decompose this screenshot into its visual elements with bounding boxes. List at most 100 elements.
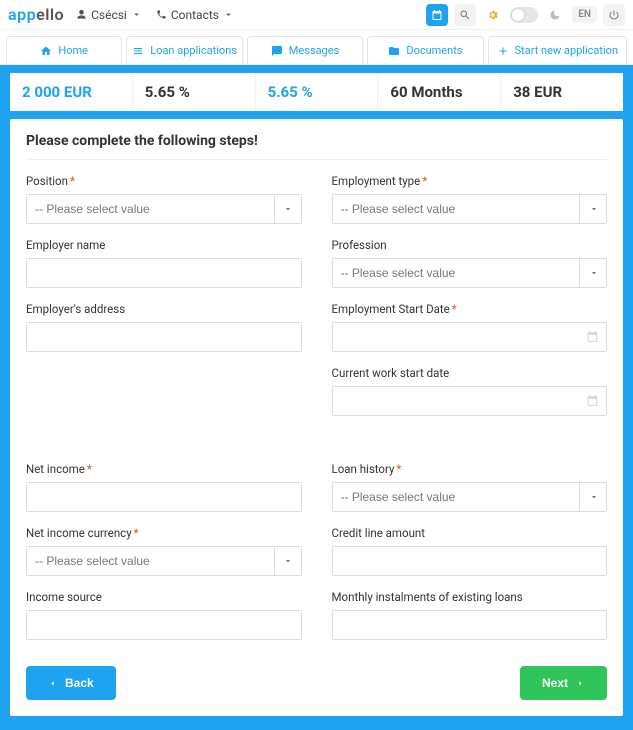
back-button[interactable]: Back	[26, 666, 116, 700]
tab-home[interactable]: Home	[6, 36, 122, 64]
select-position[interactable]: -- Please select value	[26, 194, 302, 224]
label-loanhist: Loan history*	[332, 462, 608, 476]
tab-documents[interactable]: Documents	[367, 36, 483, 64]
moon-icon	[549, 9, 561, 21]
field-curstart: Current work start date	[332, 366, 608, 416]
label-curstart: Current work start date	[332, 366, 608, 380]
search-button[interactable]	[454, 4, 476, 26]
label-instal: Monthly instalments of existing loans	[332, 590, 608, 604]
field-empstart: Employment Start Date*	[332, 302, 608, 352]
input-empstart[interactable]	[332, 322, 608, 352]
tab-messages-label: Messages	[289, 44, 339, 57]
field-instal: Monthly instalments of existing loans	[332, 590, 608, 640]
field-netincome: Net income*	[26, 462, 302, 512]
form-title: Please complete the following steps!	[26, 133, 607, 160]
plus-icon	[497, 45, 509, 57]
label-credit: Credit line amount	[332, 526, 608, 540]
stat-rate2: 5.65 %	[256, 73, 379, 111]
next-button[interactable]: Next	[520, 666, 607, 700]
select-profession[interactable]: -- Please select value	[332, 258, 608, 288]
phone-icon	[156, 9, 167, 20]
power-icon	[608, 9, 620, 21]
chevron-down-icon	[131, 9, 142, 20]
calendar-icon	[431, 9, 443, 21]
input-instal[interactable]	[332, 610, 608, 640]
stat-term: 60 Months	[378, 73, 501, 111]
select-emptype[interactable]: -- Please select value	[332, 194, 608, 224]
input-empaddr[interactable]	[26, 322, 302, 352]
label-emptype: Employment type*	[332, 174, 608, 188]
stat-rate1-value: 5.65 %	[145, 83, 243, 101]
user-menu[interactable]: Csécsi	[76, 8, 142, 22]
calendar-button[interactable]	[426, 4, 448, 26]
input-credit[interactable]	[332, 546, 608, 576]
form-footer: Back Next	[26, 666, 607, 700]
field-netcur: Net income currency* -- Please select va…	[26, 526, 302, 576]
list-icon	[132, 45, 144, 57]
field-employer: Employer name	[26, 238, 302, 288]
input-incsrc[interactable]	[26, 610, 302, 640]
chevron-right-icon	[576, 679, 585, 688]
tab-documents-label: Documents	[406, 44, 462, 57]
label-netcur: Net income currency*	[26, 526, 302, 540]
topbar: appello Csécsi Contacts EN	[0, 0, 633, 30]
content-area: 2 000 EUR 5.65 % 5.65 % 60 Months 38 EUR…	[0, 65, 633, 730]
label-position: Position*	[26, 174, 302, 188]
field-credit: Credit line amount	[332, 526, 608, 576]
tab-start-label: Start new application	[515, 44, 618, 57]
label-employer: Employer name	[26, 238, 302, 252]
power-button[interactable]	[603, 4, 625, 26]
stat-fee: 38 EUR	[501, 73, 623, 111]
stat-fee-value: 38 EUR	[513, 83, 611, 101]
input-netincome[interactable]	[26, 482, 302, 512]
search-icon	[459, 9, 471, 21]
field-emptype: Employment type* -- Please select value	[332, 174, 608, 224]
select-netcur[interactable]: -- Please select value	[26, 546, 302, 576]
chevron-down-icon	[223, 9, 234, 20]
stats-row: 2 000 EUR 5.65 % 5.65 % 60 Months 38 EUR	[10, 73, 623, 111]
theme-toggle[interactable]	[510, 7, 538, 23]
stat-term-value: 60 Months	[390, 83, 488, 101]
language-switch[interactable]: EN	[572, 6, 597, 23]
gear-icon	[487, 9, 499, 21]
user-name: Csécsi	[91, 8, 127, 22]
label-empaddr: Employer's address	[26, 302, 302, 316]
message-icon	[271, 45, 283, 57]
label-incsrc: Income source	[26, 590, 302, 604]
stat-rate2-value: 5.65 %	[268, 83, 366, 101]
nav-tabs: Home Loan applications Messages Document…	[0, 30, 633, 65]
settings-button[interactable]	[482, 4, 504, 26]
form-panel: Please complete the following steps! Pos…	[10, 119, 623, 716]
stat-amount-value: 2 000 EUR	[22, 83, 120, 101]
select-loanhist[interactable]: -- Please select value	[332, 482, 608, 512]
stat-amount: 2 000 EUR	[10, 73, 133, 111]
dark-mode-button[interactable]	[544, 4, 566, 26]
home-icon	[40, 45, 52, 57]
field-position: Position* -- Please select value	[26, 174, 302, 224]
label-empstart: Employment Start Date*	[332, 302, 608, 316]
label-profession: Profession	[332, 238, 608, 252]
input-curstart[interactable]	[332, 386, 608, 416]
tab-home-label: Home	[58, 44, 88, 57]
chevron-left-icon	[48, 679, 57, 688]
user-icon	[76, 9, 87, 20]
tab-loans[interactable]: Loan applications	[126, 36, 242, 64]
field-profession: Profession -- Please select value	[332, 238, 608, 288]
next-label: Next	[542, 676, 568, 690]
folder-icon	[388, 45, 400, 57]
calendar-icon	[586, 330, 599, 343]
contacts-menu[interactable]: Contacts	[156, 8, 234, 22]
contacts-label: Contacts	[171, 8, 219, 22]
input-employer[interactable]	[26, 258, 302, 288]
back-label: Back	[65, 676, 94, 690]
logo: appello	[8, 5, 64, 24]
calendar-icon	[586, 394, 599, 407]
field-incsrc: Income source	[26, 590, 302, 640]
tab-messages[interactable]: Messages	[247, 36, 363, 64]
field-loanhist: Loan history* -- Please select value	[332, 462, 608, 512]
tab-loans-label: Loan applications	[150, 44, 237, 57]
label-netincome: Net income*	[26, 462, 302, 476]
stat-rate1: 5.65 %	[133, 73, 256, 111]
tab-start-new[interactable]: Start new application	[488, 36, 627, 64]
field-empaddr: Employer's address	[26, 302, 302, 352]
